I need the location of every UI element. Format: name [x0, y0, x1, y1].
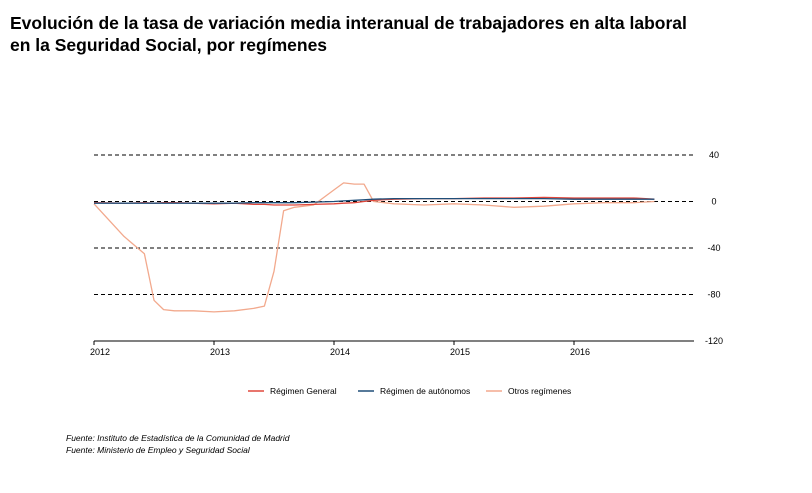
source-line-1: Fuente: Instituto de Estadística de la C… [66, 433, 290, 443]
series-line-3 [93, 182, 655, 313]
legend-label: Otros regímenes [508, 386, 571, 396]
chart-title-line-1: Evolución de la tasa de variación media … [10, 13, 687, 33]
legend-label: Régimen de autónomos [380, 386, 470, 396]
y-tick-label: -120 [705, 336, 723, 346]
gridlines [94, 154, 694, 342]
x-tick-label: 2013 [210, 347, 230, 357]
x-tick-label: 2015 [450, 347, 470, 357]
x-axis [93, 340, 694, 345]
x-axis-ticks: 2012 2013 2014 2015 2016 [90, 347, 590, 357]
legend: Régimen General Régimen de autónomos Otros… [248, 386, 571, 396]
y-tick-label: -40 [707, 243, 720, 253]
x-tick-label: 2012 [90, 347, 110, 357]
chart-title: Evolución de la tasa de variación media … [10, 12, 805, 56]
x-tick-label: 2014 [330, 347, 350, 357]
y-axis-ticks: 40 0 -40 -80 -120 [705, 150, 723, 346]
x-tick-label: 2016 [570, 347, 590, 357]
source-line-2: Fuente: Ministerio de Empleo y Seguridad… [66, 445, 250, 455]
legend-label: Régimen General [270, 386, 337, 396]
y-tick-label: 0 [711, 197, 716, 207]
y-tick-label: -80 [707, 290, 720, 300]
series-lines [93, 182, 655, 313]
series-line-2 [94, 197, 655, 204]
y-tick-label: 40 [709, 150, 719, 160]
sources: Fuente: Instituto de Estadística de la C… [66, 432, 290, 456]
chart-title-line-2: en la Seguridad Social, por regímenes [10, 35, 328, 55]
